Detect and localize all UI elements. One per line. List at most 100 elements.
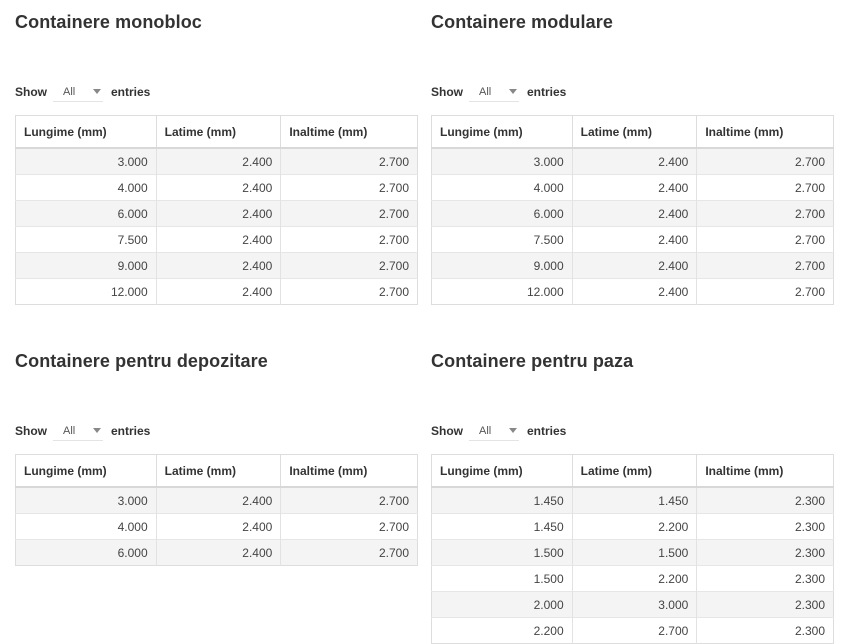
table-cell: 2.700 — [280, 147, 418, 175]
table-cell: 2.400 — [572, 278, 698, 305]
table-header-row: Lungime (mm) Latime (mm) Inaltime (mm) — [431, 454, 834, 488]
column-header-latime[interactable]: Latime (mm) — [156, 454, 282, 488]
table-row: 1.450 1.450 2.300 — [431, 486, 834, 514]
table-cell: 7.500 — [431, 226, 573, 253]
table-cell: 2.400 — [156, 486, 282, 514]
entries-select-value: All — [63, 424, 76, 437]
entries-select[interactable]: All — [53, 421, 103, 441]
entries-select-value: All — [479, 85, 492, 98]
table-cell: 2.400 — [572, 200, 698, 227]
table-cell: 1.500 — [431, 539, 573, 566]
table-header-row: Lungime (mm) Latime (mm) Inaltime (mm) — [15, 454, 418, 488]
column-header-latime[interactable]: Latime (mm) — [572, 454, 698, 488]
table-title: Containere pentru depozitare — [15, 351, 268, 371]
table-cell: 2.700 — [280, 226, 418, 253]
table-cell: 2.700 — [280, 513, 418, 540]
table-row: 2.000 3.000 2.300 — [431, 591, 834, 618]
table-cell: 2.700 — [696, 200, 834, 227]
entries-select[interactable]: All — [469, 421, 519, 441]
column-header-lungime[interactable]: Lungime (mm) — [15, 454, 157, 488]
table-row: 6.000 2.400 2.700 — [15, 539, 418, 566]
table-cell: 2.700 — [280, 252, 418, 279]
table-cell: 3.000 — [15, 486, 157, 514]
table-cell: 12.000 — [15, 278, 157, 305]
chevron-down-icon — [93, 428, 101, 433]
table-cell: 2.700 — [280, 486, 418, 514]
column-header-inaltime[interactable]: Inaltime (mm) — [280, 115, 418, 149]
table-cell: 2.700 — [696, 226, 834, 253]
column-header-lungime[interactable]: Lungime (mm) — [431, 454, 573, 488]
column-header-lungime[interactable]: Lungime (mm) — [15, 115, 157, 149]
table-cell: 2.300 — [696, 565, 834, 592]
table-cell: 2.400 — [156, 174, 282, 201]
table-cell: 4.000 — [15, 174, 157, 201]
column-header-inaltime[interactable]: Inaltime (mm) — [696, 454, 834, 488]
table-cell: 2.300 — [696, 486, 834, 514]
table-cell: 1.450 — [572, 486, 698, 514]
column-header-latime[interactable]: Latime (mm) — [572, 115, 698, 149]
table-cell: 9.000 — [15, 252, 157, 279]
table-body: 3.000 2.400 2.700 4.000 2.400 2.700 6.000 2.400… — [15, 486, 418, 566]
entries-label: entries — [111, 85, 151, 99]
chevron-down-icon — [509, 89, 517, 94]
chevron-down-icon — [93, 89, 101, 94]
entries-select[interactable]: All — [469, 82, 519, 102]
table-body: 3.000 2.400 2.700 4.000 2.400 2.700 6.000 2.400… — [431, 147, 834, 305]
column-header-lungime[interactable]: Lungime (mm) — [431, 115, 573, 149]
table-cell: 2.400 — [156, 200, 282, 227]
table-row: 9.000 2.400 2.700 — [15, 252, 418, 279]
table-panel: Containere modulare Show All entries Lun… — [431, 12, 834, 305]
table-cell: 6.000 — [15, 200, 157, 227]
table-cell: 9.000 — [431, 252, 573, 279]
table-row: 3.000 2.400 2.700 — [15, 486, 418, 514]
table-row: 12.000 2.400 2.700 — [15, 278, 418, 305]
table-header-row: Lungime (mm) Latime (mm) Inaltime (mm) — [15, 115, 418, 149]
table-cell: 4.000 — [431, 174, 573, 201]
entries-select-value: All — [479, 424, 492, 437]
table-row: 12.000 2.400 2.700 — [431, 278, 834, 305]
entries-select[interactable]: All — [53, 82, 103, 102]
show-label: Show — [431, 424, 463, 438]
entries-label: entries — [111, 424, 151, 438]
table-cell: 2.400 — [572, 226, 698, 253]
table-cell: 1.500 — [431, 565, 573, 592]
table-cell: 2.400 — [572, 147, 698, 175]
table-cell: 2.300 — [696, 591, 834, 618]
table-row: 7.500 2.400 2.700 — [431, 226, 834, 253]
table-cell: 2.700 — [696, 278, 834, 305]
table-cell: 2.400 — [156, 252, 282, 279]
table-row: 9.000 2.400 2.700 — [431, 252, 834, 279]
table-cell: 2.700 — [280, 200, 418, 227]
entries-length-control: Show All entries — [15, 421, 150, 441]
table-row: 4.000 2.400 2.700 — [431, 174, 834, 201]
table-panel: Containere monobloc Show All entries Lun… — [15, 12, 418, 305]
table-cell: 1.500 — [572, 539, 698, 566]
table-row: 1.500 1.500 2.300 — [431, 539, 834, 566]
table-cell: 7.500 — [15, 226, 157, 253]
entries-label: entries — [527, 424, 567, 438]
table-cell: 2.400 — [156, 278, 282, 305]
table-cell: 1.450 — [431, 513, 573, 540]
table-cell: 2.400 — [572, 252, 698, 279]
table-cell: 2.400 — [156, 226, 282, 253]
table-cell: 2.200 — [431, 617, 573, 644]
column-header-inaltime[interactable]: Inaltime (mm) — [280, 454, 418, 488]
table-row: 4.000 2.400 2.700 — [15, 513, 418, 540]
column-header-inaltime[interactable]: Inaltime (mm) — [696, 115, 834, 149]
data-table: Lungime (mm) Latime (mm) Inaltime (mm) 3… — [15, 115, 418, 305]
table-body: 3.000 2.400 2.700 4.000 2.400 2.700 6.000 2.400… — [15, 147, 418, 305]
entries-select-value: All — [63, 85, 76, 98]
chevron-down-icon — [509, 428, 517, 433]
table-row: 2.200 2.700 2.300 — [431, 617, 834, 644]
column-header-latime[interactable]: Latime (mm) — [156, 115, 282, 149]
table-cell: 2.300 — [696, 513, 834, 540]
table-cell: 12.000 — [431, 278, 573, 305]
table-row: 4.000 2.400 2.700 — [15, 174, 418, 201]
entries-length-control: Show All entries — [15, 82, 150, 102]
table-row: 6.000 2.400 2.700 — [431, 200, 834, 227]
data-table: Lungime (mm) Latime (mm) Inaltime (mm) 3… — [431, 115, 834, 305]
table-cell: 2.300 — [696, 539, 834, 566]
table-cell: 2.700 — [696, 252, 834, 279]
table-row: 6.000 2.400 2.700 — [15, 200, 418, 227]
data-table: Lungime (mm) Latime (mm) Inaltime (mm) 3… — [15, 454, 418, 566]
